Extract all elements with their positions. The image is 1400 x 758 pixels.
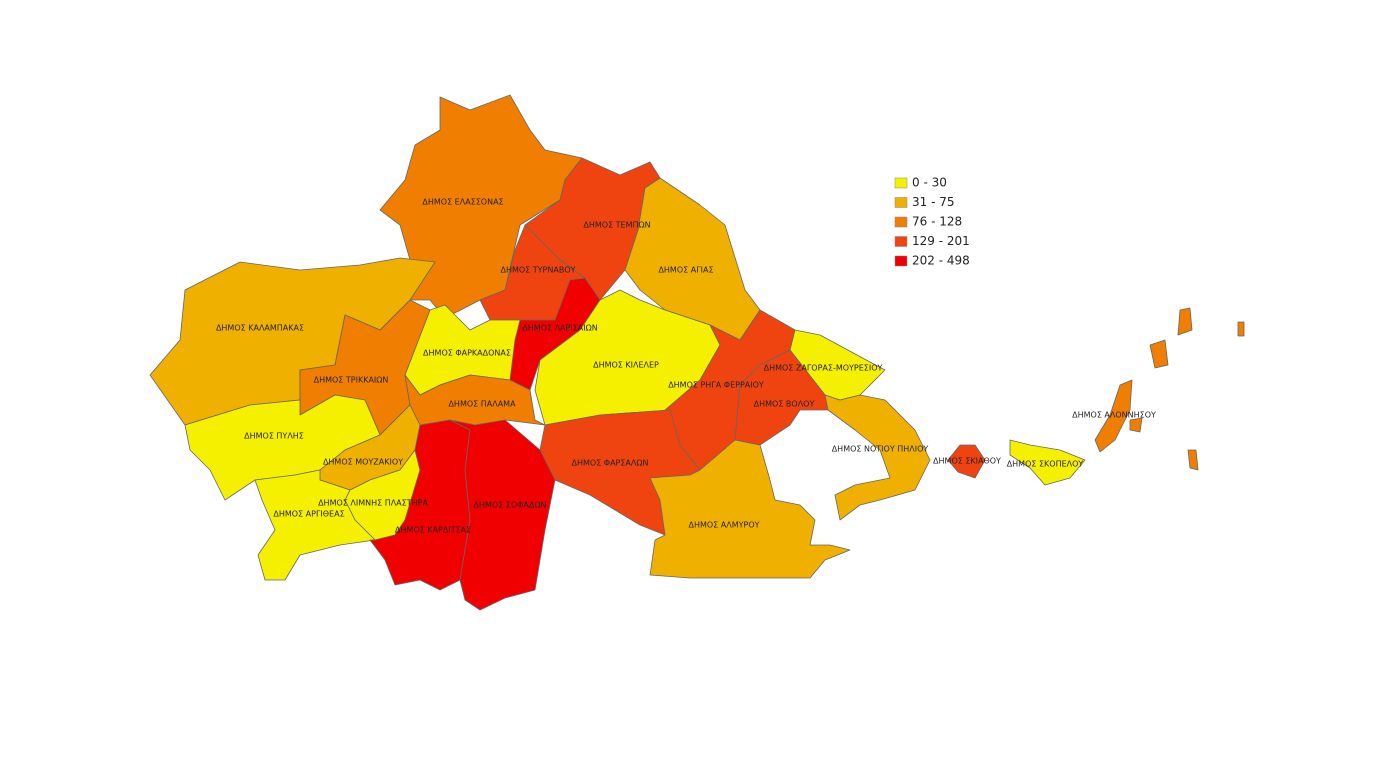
region-label: ΔΗΜΟΣ ΚΙΛΕΛΕΡ [593,361,659,370]
region-label: ΔΗΜΟΣ ΡΗΓΑ ΦΕΡΡΑΙΟΥ [668,381,764,390]
region-label: ΔΗΜΟΣ ΤΡΙΚΚΑΙΩΝ [314,376,389,385]
region-label: ΔΗΜΟΣ ΑΛΟΝΝΗΣΟΥ [1072,411,1156,420]
legend-label: 76 - 128 [912,215,962,229]
region-label: ΔΗΜΟΣ ΛΙΜΝΗΣ ΠΛΑΣΤΗΡΑ [318,499,428,508]
region [1009,439,1086,486]
region [1177,307,1193,336]
region-label: ΔΗΜΟΣ ΤΕΜΠΩΝ [583,221,650,230]
region-label: ΔΗΜΟΣ ΖΑΓΟΡΑΣ-ΜΟΥΡΕΣΙΟΥ [764,364,883,373]
region-label: ΔΗΜΟΣ ΜΟΥΖΑΚΙΟΥ [323,458,403,467]
legend-swatch [894,216,908,228]
region-label: ΔΗΜΟΣ ΦΑΡΣΑΛΩΝ [572,459,649,468]
legend-swatch [894,177,908,189]
legend-label: 0 - 30 [912,176,947,190]
region [649,439,851,579]
region [947,444,986,479]
region-label: ΔΗΜΟΣ ΣΚΙΑΘΟΥ [933,457,1001,466]
region-label: ΔΗΜΟΣ ΝΟΤΙΟΥ ΠΗΛΙΟΥ [832,445,929,454]
region-label: ΔΗΜΟΣ ΠΑΛΑΜΑ [448,400,516,409]
region-label: ΔΗΜΟΣ ΣΟΦΑΔΩΝ [474,501,547,510]
region [1187,449,1199,471]
legend-swatch [894,197,908,208]
region-label: ΔΗΜΟΣ ΑΓΙΑΣ [658,266,713,275]
region [449,419,556,611]
region [824,394,931,521]
region [254,469,376,581]
region-label: ΔΗΜΟΣ ΦΑΡΚΑΔΟΝΑΣ [423,349,511,358]
region [1094,379,1133,453]
region-labels: ΔΗΜΟΣ ΕΛΑΣΣΟΝΑΣ ΔΗΜΟΣ ΤΕΜΠΩΝ ΔΗΜΟΣ ΤΥΡΝΑΒΟ… [216,198,1156,535]
legend-label: 31 - 75 [912,195,955,209]
region-label: ΔΗΜΟΣ ΑΛΜΥΡΟΥ [688,521,759,530]
region-label: ΔΗΜΟΣ ΚΑΡΔΙΤΣΑΣ [395,526,471,535]
region-label: ΔΗΜΟΣ ΕΛΑΣΣΟΝΑΣ [422,198,503,207]
region-label: ΔΗΜΟΣ ΛΑΡΙΣΑΙΩΝ [522,324,597,333]
region-label: ΔΗΜΟΣ ΚΑΛΑΜΠΑΚΑΣ [216,324,304,333]
region-label: ΔΗΜΟΣ ΒΟΛΟΥ [754,400,815,409]
region-label: ΔΗΜΟΣ ΑΡΓΙΘΕΑΣ [273,510,344,519]
region [1129,417,1143,433]
region-label: ΔΗΜΟΣ ΠΥΛΗΣ [244,432,304,441]
regions [149,94,1245,611]
region [524,157,661,301]
legend-swatch [894,255,908,267]
legend-label: 202 - 498 [912,254,970,268]
legend-swatch [894,236,908,247]
legend-label: 129 - 201 [912,234,970,248]
region-label: ΔΗΜΟΣ ΣΚΟΠΕΛΟΥ [1007,460,1084,469]
region-label: ΔΗΜΟΣ ΤΥΡΝΑΒΟΥ [500,266,575,275]
region [1237,321,1245,337]
region [1149,339,1169,369]
